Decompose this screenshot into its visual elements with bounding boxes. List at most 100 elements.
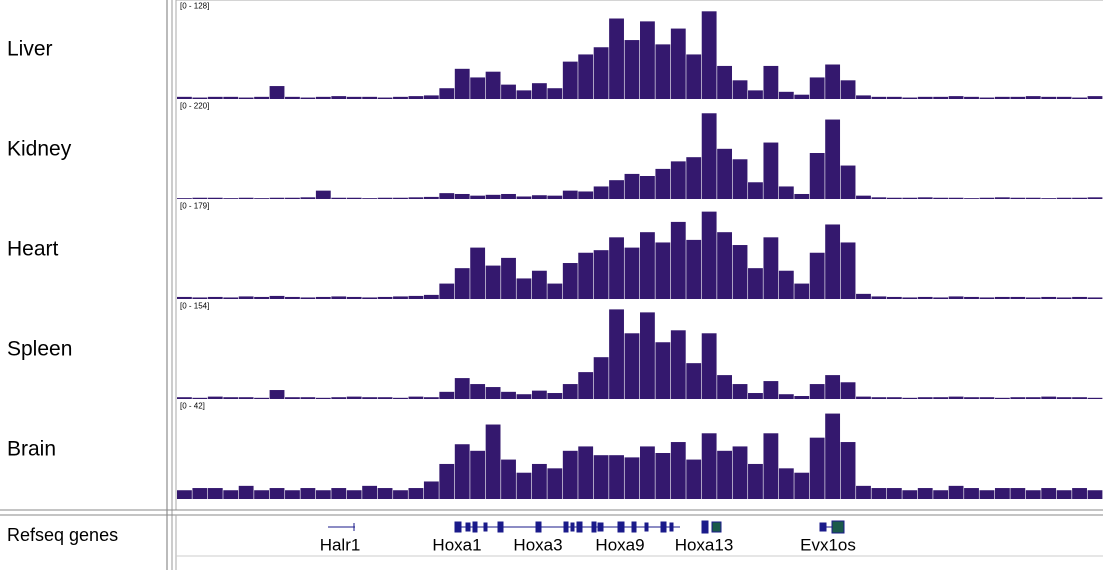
signal-bar [562, 450, 578, 499]
signal-bar [593, 47, 609, 99]
gene-label: Hoxa1 [432, 535, 481, 554]
signal-bar [917, 397, 933, 399]
signal-bar [933, 96, 949, 99]
signal-bar [701, 211, 717, 299]
signal-bar [1072, 296, 1087, 299]
signal-bar [547, 393, 563, 399]
signal-bar [470, 384, 486, 399]
signal-bar [1025, 490, 1041, 499]
signal-bar [717, 375, 732, 399]
signal-bar [640, 312, 655, 399]
signal-bar [902, 297, 918, 299]
track-name: Heart [7, 238, 59, 261]
signal-bar [362, 397, 378, 399]
signal-bar [470, 247, 486, 299]
track-name: Liver [7, 38, 53, 61]
signal-bar [285, 96, 300, 99]
signal-bar [886, 397, 902, 399]
signal-bar [177, 96, 192, 99]
signal-bar [763, 142, 779, 199]
signal-bar [562, 61, 578, 99]
signal-bar [531, 463, 547, 499]
signal-bar [609, 237, 624, 299]
track-name: Brain [7, 438, 56, 461]
signal-bar [609, 180, 624, 199]
signal-bar [794, 193, 810, 199]
signal-bar [331, 397, 347, 399]
signal-bar [732, 159, 748, 199]
signal-bar [655, 242, 671, 299]
signal-bar [470, 450, 486, 499]
signal-bar [701, 113, 717, 199]
signal-bar [856, 293, 871, 299]
signal-bar [485, 194, 501, 199]
signal-bar [393, 397, 408, 399]
signal-bar [964, 488, 979, 499]
signal-bar [809, 77, 825, 99]
signal-bar [717, 65, 732, 99]
signal-bar [269, 390, 285, 399]
signal-bar [917, 296, 933, 299]
signal-bar [223, 96, 239, 99]
signal-bar [300, 397, 316, 399]
signal-bar [948, 96, 964, 99]
signal-bar [825, 413, 841, 499]
signal-bar [1025, 297, 1041, 299]
signal-bar [223, 397, 239, 399]
signal-bar [979, 397, 995, 399]
signal-bar [454, 444, 470, 499]
signal-bar [748, 90, 763, 99]
range-label: [0 - 220] [180, 102, 209, 111]
signal-bar [1056, 397, 1072, 399]
signal-bar [871, 397, 887, 399]
signal-bar [670, 28, 686, 99]
signal-bar [377, 397, 393, 399]
signal-bar [578, 191, 594, 199]
signal-bar [439, 88, 455, 99]
signal-bar [238, 296, 254, 299]
signal-bar [840, 382, 856, 399]
signal-bar [315, 296, 331, 299]
signal-bar [717, 232, 732, 299]
range-label: [0 - 179] [180, 202, 209, 211]
signal-bar [454, 193, 470, 199]
signal-bar [454, 378, 470, 399]
signal-bar [1010, 197, 1026, 199]
signal-bar [655, 44, 671, 99]
signal-bar [331, 296, 347, 299]
signal-bar [701, 11, 717, 99]
signal-bar [655, 453, 671, 499]
signal-bar [593, 357, 609, 399]
signal-bar [825, 224, 841, 299]
signal-bar [917, 488, 933, 499]
signal-bar [686, 363, 702, 399]
signal-bar [223, 297, 239, 299]
signal-bar [902, 197, 918, 199]
signal-bar [825, 64, 841, 99]
signal-bar [578, 252, 594, 299]
gene-features [328, 520, 845, 534]
signal-bar [562, 384, 578, 399]
range-label: [0 - 154] [180, 302, 209, 311]
signal-bar [593, 455, 609, 499]
signal-bar [285, 397, 300, 399]
signal-bar [485, 71, 501, 99]
signal-bar [578, 446, 594, 499]
signal-bar [177, 490, 192, 499]
signal-bar [840, 165, 856, 199]
signal-bar [315, 397, 331, 399]
signal-bar [809, 437, 825, 499]
gene-label: Hoxa3 [513, 535, 562, 554]
signal-bar [763, 433, 779, 499]
signal-bar [856, 485, 871, 499]
signal-bar [439, 391, 455, 399]
signal-bar [300, 488, 316, 499]
signal-bar [1010, 488, 1026, 499]
signal-bar [285, 296, 300, 299]
signal-bar [778, 91, 794, 99]
gene-label: Halr1 [320, 535, 361, 554]
signal-bar [948, 296, 964, 299]
signal-bar [485, 424, 501, 499]
signal-bar [377, 97, 393, 99]
signal-bar [778, 270, 794, 299]
